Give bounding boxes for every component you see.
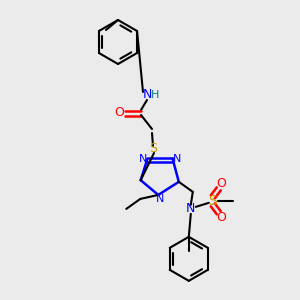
Text: O: O: [216, 177, 226, 190]
Text: O: O: [114, 106, 124, 119]
Text: S: S: [149, 142, 157, 155]
Text: S: S: [208, 194, 217, 208]
Text: O: O: [216, 211, 226, 224]
Text: N: N: [186, 202, 196, 215]
Text: N: N: [139, 154, 147, 164]
Text: N: N: [142, 88, 152, 101]
Text: N: N: [173, 154, 181, 164]
Text: H: H: [151, 90, 159, 100]
Text: N: N: [156, 194, 164, 204]
